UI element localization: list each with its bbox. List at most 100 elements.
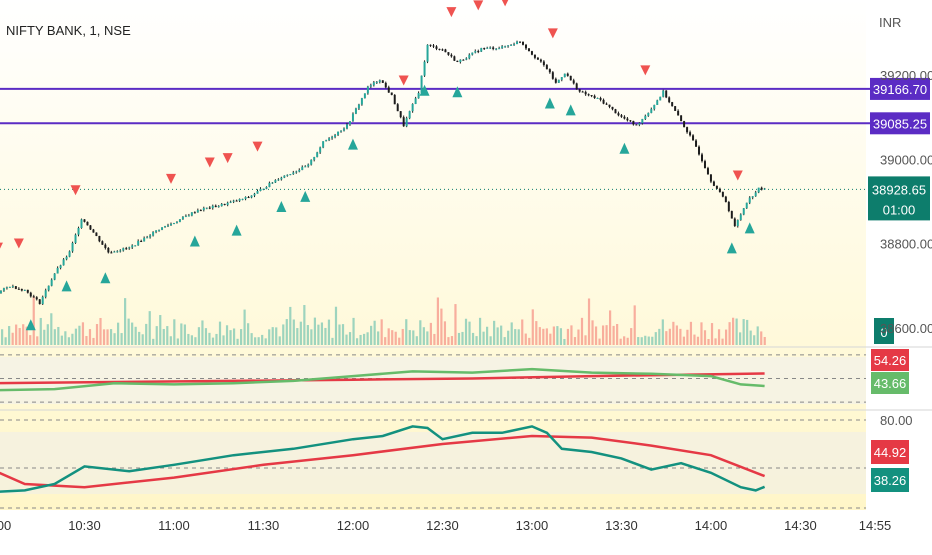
volume-bar — [352, 317, 355, 345]
candle-body — [268, 182, 271, 188]
buy-signal-marker[interactable] — [452, 86, 463, 98]
candle-body — [408, 111, 411, 119]
sell-signal-marker[interactable] — [547, 28, 558, 39]
volume-bar — [261, 334, 264, 345]
candle-body — [629, 120, 632, 122]
candle-body — [551, 72, 554, 79]
candle-body — [92, 229, 95, 233]
buy-signal-marker[interactable] — [565, 104, 576, 116]
candle-body — [247, 197, 250, 199]
rsi-line[interactable] — [0, 367, 765, 392]
volume-bar — [95, 324, 99, 345]
volume-bar — [218, 321, 222, 345]
sell-signal-marker[interactable] — [13, 238, 24, 249]
time-tick-label: 11:00 — [158, 518, 190, 533]
buy-signal-marker[interactable] — [231, 224, 242, 236]
sell-signal-marker[interactable] — [473, 0, 484, 11]
sell-signal-marker[interactable] — [165, 173, 176, 184]
buy-signal-marker[interactable] — [347, 138, 358, 150]
volume-bar — [724, 329, 728, 345]
candle-body — [262, 188, 265, 190]
volume-bar — [60, 335, 63, 345]
volume-bar — [535, 321, 538, 345]
candle-body — [146, 237, 149, 239]
osc-band — [0, 432, 866, 494]
candle-body — [360, 98, 363, 105]
candle-body — [184, 215, 187, 217]
volume-bar — [447, 337, 450, 345]
candle-body — [47, 285, 50, 291]
volume-bar — [468, 321, 471, 345]
volume-bar — [53, 329, 56, 345]
candle-body — [709, 174, 712, 182]
candle-body — [384, 82, 387, 88]
time-tick-label: 14:55 — [859, 518, 892, 533]
candle-body — [20, 288, 23, 291]
buy-signal-marker[interactable] — [544, 97, 555, 109]
last-price-badge — [868, 176, 930, 221]
candle-body — [703, 161, 706, 169]
candle-body — [238, 198, 241, 201]
volume-bar — [419, 320, 422, 345]
sell-signal-marker[interactable] — [70, 185, 81, 196]
volume-bar — [271, 327, 274, 345]
buy-signal-marker[interactable] — [619, 142, 630, 154]
candle-body — [277, 179, 280, 181]
candle-body — [721, 191, 724, 197]
candle-body — [736, 220, 739, 226]
volume-bar — [338, 324, 341, 345]
sell-signal-marker[interactable] — [204, 157, 215, 168]
buy-signal-marker[interactable] — [419, 84, 430, 96]
sell-signal-marker[interactable] — [0, 242, 3, 253]
buy-signal-marker[interactable] — [25, 319, 36, 331]
candle-body — [626, 118, 629, 121]
volume-bar — [268, 329, 271, 345]
buy-signal-marker[interactable] — [61, 280, 72, 292]
volume-bar — [190, 335, 193, 345]
sell-signal-marker[interactable] — [732, 170, 743, 181]
candle-body — [405, 118, 408, 127]
buy-signal-marker[interactable] — [100, 272, 111, 284]
symbol-title[interactable]: NIFTY BANK, 1, NSE — [6, 23, 131, 38]
candle-body — [244, 197, 247, 199]
sell-signal-marker[interactable] — [500, 0, 510, 7]
candle-body — [167, 225, 170, 227]
candle-body — [698, 146, 701, 155]
osc-signal-line[interactable] — [0, 434, 766, 489]
buy-signal-marker[interactable] — [744, 222, 755, 234]
osc-line[interactable] — [0, 425, 766, 493]
volume-bar — [475, 336, 478, 345]
sell-signal-marker[interactable] — [640, 65, 651, 76]
rsi-signal-value-badge — [871, 349, 909, 371]
candle-body — [5, 287, 8, 289]
volume-bar — [362, 333, 366, 345]
sell-signal-marker[interactable] — [446, 7, 457, 18]
osc-value-label: 38.26 — [874, 473, 907, 488]
volume-bar — [180, 323, 183, 345]
time-tick-label: 13:00 — [516, 518, 549, 533]
volume-bar — [601, 325, 605, 345]
time-tick-label: 11:30 — [248, 518, 280, 533]
volume-bar — [545, 328, 548, 345]
sell-signal-marker[interactable] — [222, 153, 233, 164]
volume-bar — [317, 324, 320, 345]
candle-body — [316, 152, 319, 158]
candle-body — [674, 106, 677, 111]
sell-signal-marker[interactable] — [252, 141, 263, 152]
candle-body — [256, 190, 259, 194]
volume-bar — [331, 337, 334, 345]
buy-signal-marker[interactable] — [189, 235, 200, 247]
candle-body — [578, 89, 581, 92]
candle-body — [489, 47, 492, 49]
volume-bar — [500, 325, 503, 345]
volume-bar — [387, 328, 390, 345]
buy-signal-marker[interactable] — [276, 201, 287, 213]
sell-signal-marker[interactable] — [398, 75, 409, 86]
buy-signal-marker[interactable] — [300, 190, 311, 202]
buy-signal-marker[interactable] — [726, 242, 737, 254]
candle-body — [134, 245, 137, 247]
volume-bar — [454, 304, 457, 345]
time-tick-label: 12:00 — [337, 518, 370, 533]
